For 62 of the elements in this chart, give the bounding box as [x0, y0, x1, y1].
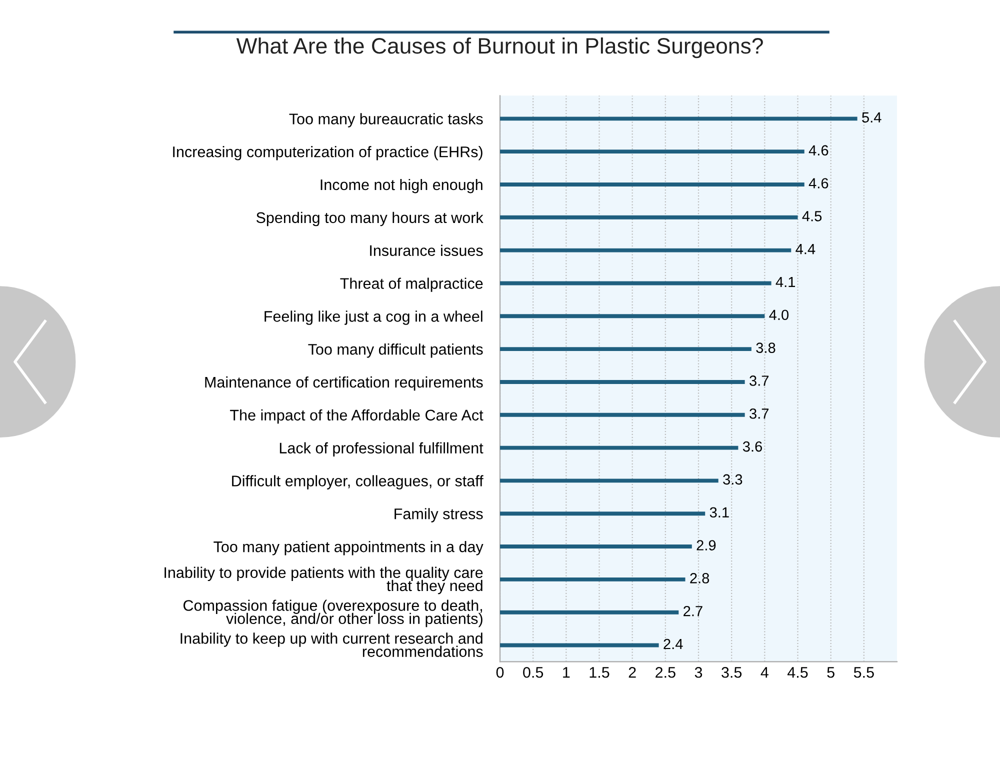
y-tick-label: Difficult employer, colleagues, or staff: [232, 475, 484, 490]
bar: [500, 478, 718, 483]
data-label: 4.5: [802, 211, 822, 222]
data-label: 2.7: [684, 606, 702, 616]
data-label: 3.8: [756, 342, 776, 353]
data-label: 4.4: [796, 244, 816, 254]
bar: [500, 412, 745, 417]
y-tick-label: Insurance issues: [370, 244, 483, 256]
x-tick-label: 3.5: [722, 666, 742, 678]
x-tick-label: 2: [628, 666, 636, 678]
x-tick-label: 2.5: [656, 666, 676, 678]
chart-title: What Are the Causes of Burnout in Plastic Surgeons?: [236, 37, 763, 58]
y-tick-label: Feeling like just a cog in a wheel: [264, 310, 482, 325]
x-tick-label: 4.5: [787, 667, 808, 678]
x-tick-label: 5.5: [854, 667, 874, 678]
bar: [500, 544, 692, 549]
bar: [500, 182, 804, 186]
x-tick-label: 0.5: [523, 666, 544, 678]
data-label: 3.6: [742, 441, 762, 452]
data-label: 2.9: [696, 540, 716, 550]
x-tick-label: 0: [496, 666, 504, 678]
bar: [500, 116, 858, 121]
x-tick-label: 5: [827, 667, 834, 678]
x-tick-label: 3: [694, 666, 702, 678]
bar: [500, 512, 706, 516]
bar: [500, 248, 792, 252]
data-label: 3.7: [750, 376, 769, 386]
data-label: 4.0: [769, 310, 789, 320]
y-tick-label: Threat of malpractice: [340, 278, 483, 292]
bar: [500, 380, 745, 384]
y-tick-label: Inability to provide patients with the quality care that they need: [164, 566, 483, 594]
x-tick-label: 1: [563, 667, 570, 678]
y-tick-label: Compassion fatigue (overexposure to death, violence, and/or other loss in patients): [183, 600, 482, 628]
y-tick-label: Too many difficult patients: [308, 344, 483, 358]
y-tick-label: Family stress: [394, 508, 483, 522]
x-tick-label: 1.5: [590, 667, 610, 678]
data-label: 4.1: [776, 276, 796, 287]
y-tick-label: Too many patient appointments in a day: [214, 540, 484, 556]
y-tick-label: Inability to keep up with current research and recommendations: [180, 632, 483, 657]
data-label: 3.3: [723, 474, 742, 485]
y-tick-label: The impact of the Affordable Care Act: [230, 409, 484, 424]
data-label: 3.1: [710, 507, 729, 518]
data-label: 5.4: [862, 112, 882, 123]
bar: [500, 215, 798, 220]
y-tick-label: Spending too many hours at work: [256, 212, 484, 226]
data-label: 4.6: [808, 145, 828, 156]
bar: [500, 610, 679, 614]
bar: [500, 150, 804, 154]
y-tick-label: Increasing computerization of practice (EHRs): [173, 146, 482, 160]
y-tick-label: Lack of professional fulfillment: [280, 442, 484, 456]
data-label: 4.6: [808, 178, 828, 188]
y-tick-label: Income not high enough: [320, 178, 482, 194]
bar: [500, 577, 686, 582]
bar: [500, 314, 765, 318]
bar: [500, 347, 752, 352]
y-tick-label: Too many bureaucratic tasks: [289, 113, 483, 128]
data-label: 2.8: [690, 573, 710, 584]
data-label: 3.7: [750, 408, 769, 419]
data-label: 2.4: [664, 638, 683, 650]
x-tick-label: 4: [760, 667, 768, 678]
y-tick-label: Maintenance of certification requirements: [205, 376, 483, 391]
bar: [500, 446, 738, 450]
